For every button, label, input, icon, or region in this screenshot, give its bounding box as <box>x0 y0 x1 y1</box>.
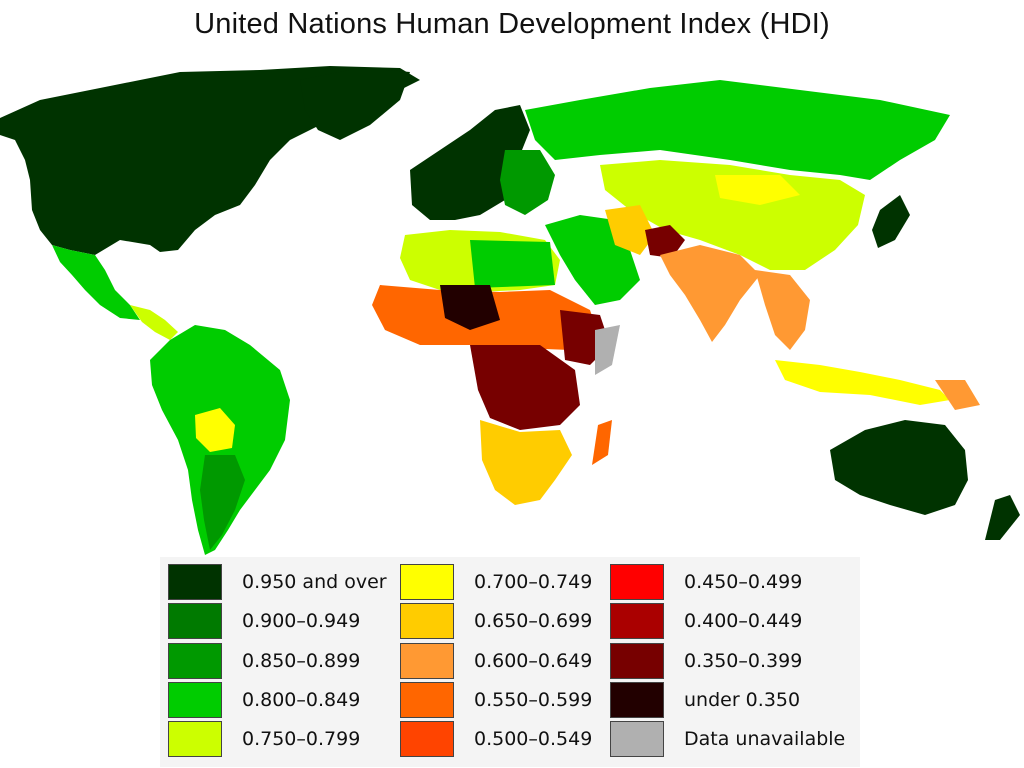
legend-label: 0.600–0.649 <box>474 650 593 672</box>
region-papua <box>935 380 980 410</box>
legend-swatch <box>610 643 664 679</box>
region-central-africa <box>470 345 580 430</box>
legend-label: 0.400–0.449 <box>684 610 803 632</box>
legend-label: 0.950 and over <box>242 571 387 593</box>
region-southern-africa <box>480 420 572 505</box>
region-japan <box>872 195 910 248</box>
legend-label: 0.900–0.949 <box>242 610 361 632</box>
region-afghanistan <box>645 225 685 258</box>
legend-label: 0.750–0.799 <box>242 728 361 750</box>
region-russia <box>525 80 950 180</box>
legend-swatch <box>400 643 454 679</box>
legend-swatch <box>610 564 664 600</box>
legend-swatch <box>400 721 454 757</box>
region-mexico <box>52 245 140 320</box>
map-title: United Nations Human Development Index (… <box>194 8 830 40</box>
region-argentina <box>200 455 245 550</box>
region-iran <box>605 205 655 255</box>
region-libya-egypt <box>470 240 555 288</box>
region-southeast-asia <box>755 270 810 350</box>
legend-swatch <box>168 721 222 757</box>
legend-swatch <box>400 564 454 600</box>
world-map <box>0 66 1020 555</box>
legend-swatch <box>168 603 222 639</box>
legend-label: 0.450–0.499 <box>684 571 803 593</box>
legend-label: 0.650–0.699 <box>474 610 593 632</box>
region-new-zealand <box>985 495 1020 540</box>
region-horn-africa <box>595 325 620 375</box>
region-china-central-asia <box>600 160 865 270</box>
region-europe-east <box>500 150 555 215</box>
legend-label: 0.550–0.599 <box>474 689 593 711</box>
legend-swatch <box>400 682 454 718</box>
region-mongolia <box>715 175 800 205</box>
region-madagascar <box>592 420 612 465</box>
legend-label: 0.700–0.749 <box>474 571 593 593</box>
legend-label: 0.500–0.549 <box>474 728 593 750</box>
legend-swatch <box>610 603 664 639</box>
region-bolivia <box>195 408 235 452</box>
legend-label: Data unavailable <box>684 728 846 750</box>
region-australia <box>830 420 968 515</box>
region-niger-chad <box>440 285 500 330</box>
legend: 0.950 and over 0.900–0.949 0.850–0.899 0.80… <box>160 557 860 767</box>
legend-label: 0.800–0.849 <box>242 689 361 711</box>
region-indonesia <box>775 360 950 405</box>
legend-label: 0.350–0.399 <box>684 650 803 672</box>
region-greenland <box>300 68 410 140</box>
region-europe-west <box>410 105 530 220</box>
legend-swatch <box>610 682 664 718</box>
legend-label: 0.850–0.899 <box>242 650 361 672</box>
region-central-america <box>130 305 178 340</box>
legend-swatch <box>168 564 222 600</box>
legend-swatch <box>168 682 222 718</box>
legend-swatch <box>610 721 664 757</box>
legend-label: under 0.350 <box>684 689 801 711</box>
region-india <box>660 245 760 342</box>
legend-swatch <box>168 643 222 679</box>
legend-swatch <box>400 603 454 639</box>
